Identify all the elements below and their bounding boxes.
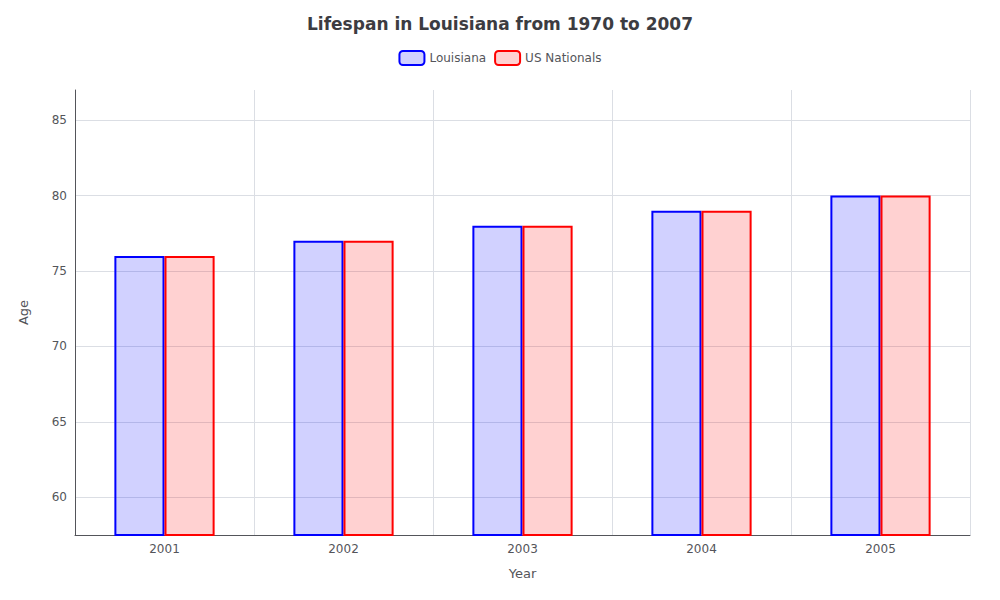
svg-text:85: 85: [52, 113, 67, 127]
svg-text:Year: Year: [508, 566, 537, 581]
svg-text:2001: 2001: [149, 542, 180, 556]
svg-text:2004: 2004: [686, 542, 717, 556]
svg-text:Louisiana: Louisiana: [429, 51, 486, 65]
svg-text:Age: Age: [16, 300, 31, 325]
svg-text:Lifespan in Louisiana from 197: Lifespan in Louisiana from 1970 to 2007: [307, 14, 693, 34]
svg-text:70: 70: [52, 339, 67, 353]
svg-text:60: 60: [52, 490, 67, 504]
svg-text:65: 65: [52, 415, 67, 429]
svg-text:2002: 2002: [328, 542, 359, 556]
svg-text:75: 75: [52, 264, 67, 278]
svg-text:2005: 2005: [865, 542, 896, 556]
svg-text:2003: 2003: [507, 542, 538, 556]
svg-text:80: 80: [52, 189, 67, 203]
svg-text:US Nationals: US Nationals: [525, 51, 601, 65]
